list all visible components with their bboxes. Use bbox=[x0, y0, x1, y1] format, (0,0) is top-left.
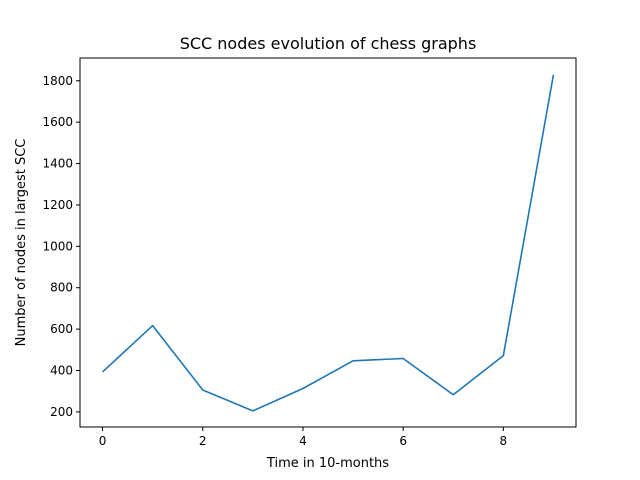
y-tick-label: 400 bbox=[50, 364, 73, 378]
y-tick-label: 600 bbox=[50, 322, 73, 336]
y-tick-label: 800 bbox=[50, 281, 73, 295]
y-tick-label: 1800 bbox=[42, 74, 73, 88]
x-axis-ticks: 0 2 4 6 8 bbox=[99, 427, 507, 448]
y-tick-label: 1000 bbox=[42, 239, 73, 253]
x-tick-label: 6 bbox=[399, 434, 407, 448]
series-line bbox=[102, 74, 555, 412]
axes-frame bbox=[79, 57, 577, 428]
y-tick-label: 1200 bbox=[42, 198, 73, 212]
chart-title: SCC nodes evolution of chess graphs bbox=[180, 34, 477, 53]
series-layer bbox=[102, 74, 555, 412]
y-tick-label: 1600 bbox=[42, 115, 73, 129]
y-tick-label: 1400 bbox=[42, 157, 73, 171]
x-axis-label: Time in 10-months bbox=[266, 456, 389, 471]
x-tick-label: 4 bbox=[299, 434, 307, 448]
y-tick-label: 200 bbox=[50, 405, 73, 419]
x-tick-label: 0 bbox=[99, 434, 107, 448]
x-tick-label: 8 bbox=[500, 434, 508, 448]
y-axis-ticks: 200 400 600 800 1000 1200 1400 1600 1800 bbox=[42, 74, 80, 419]
x-tick-label: 2 bbox=[199, 434, 207, 448]
y-axis-label: Number of nodes in largest SCC bbox=[14, 139, 29, 347]
